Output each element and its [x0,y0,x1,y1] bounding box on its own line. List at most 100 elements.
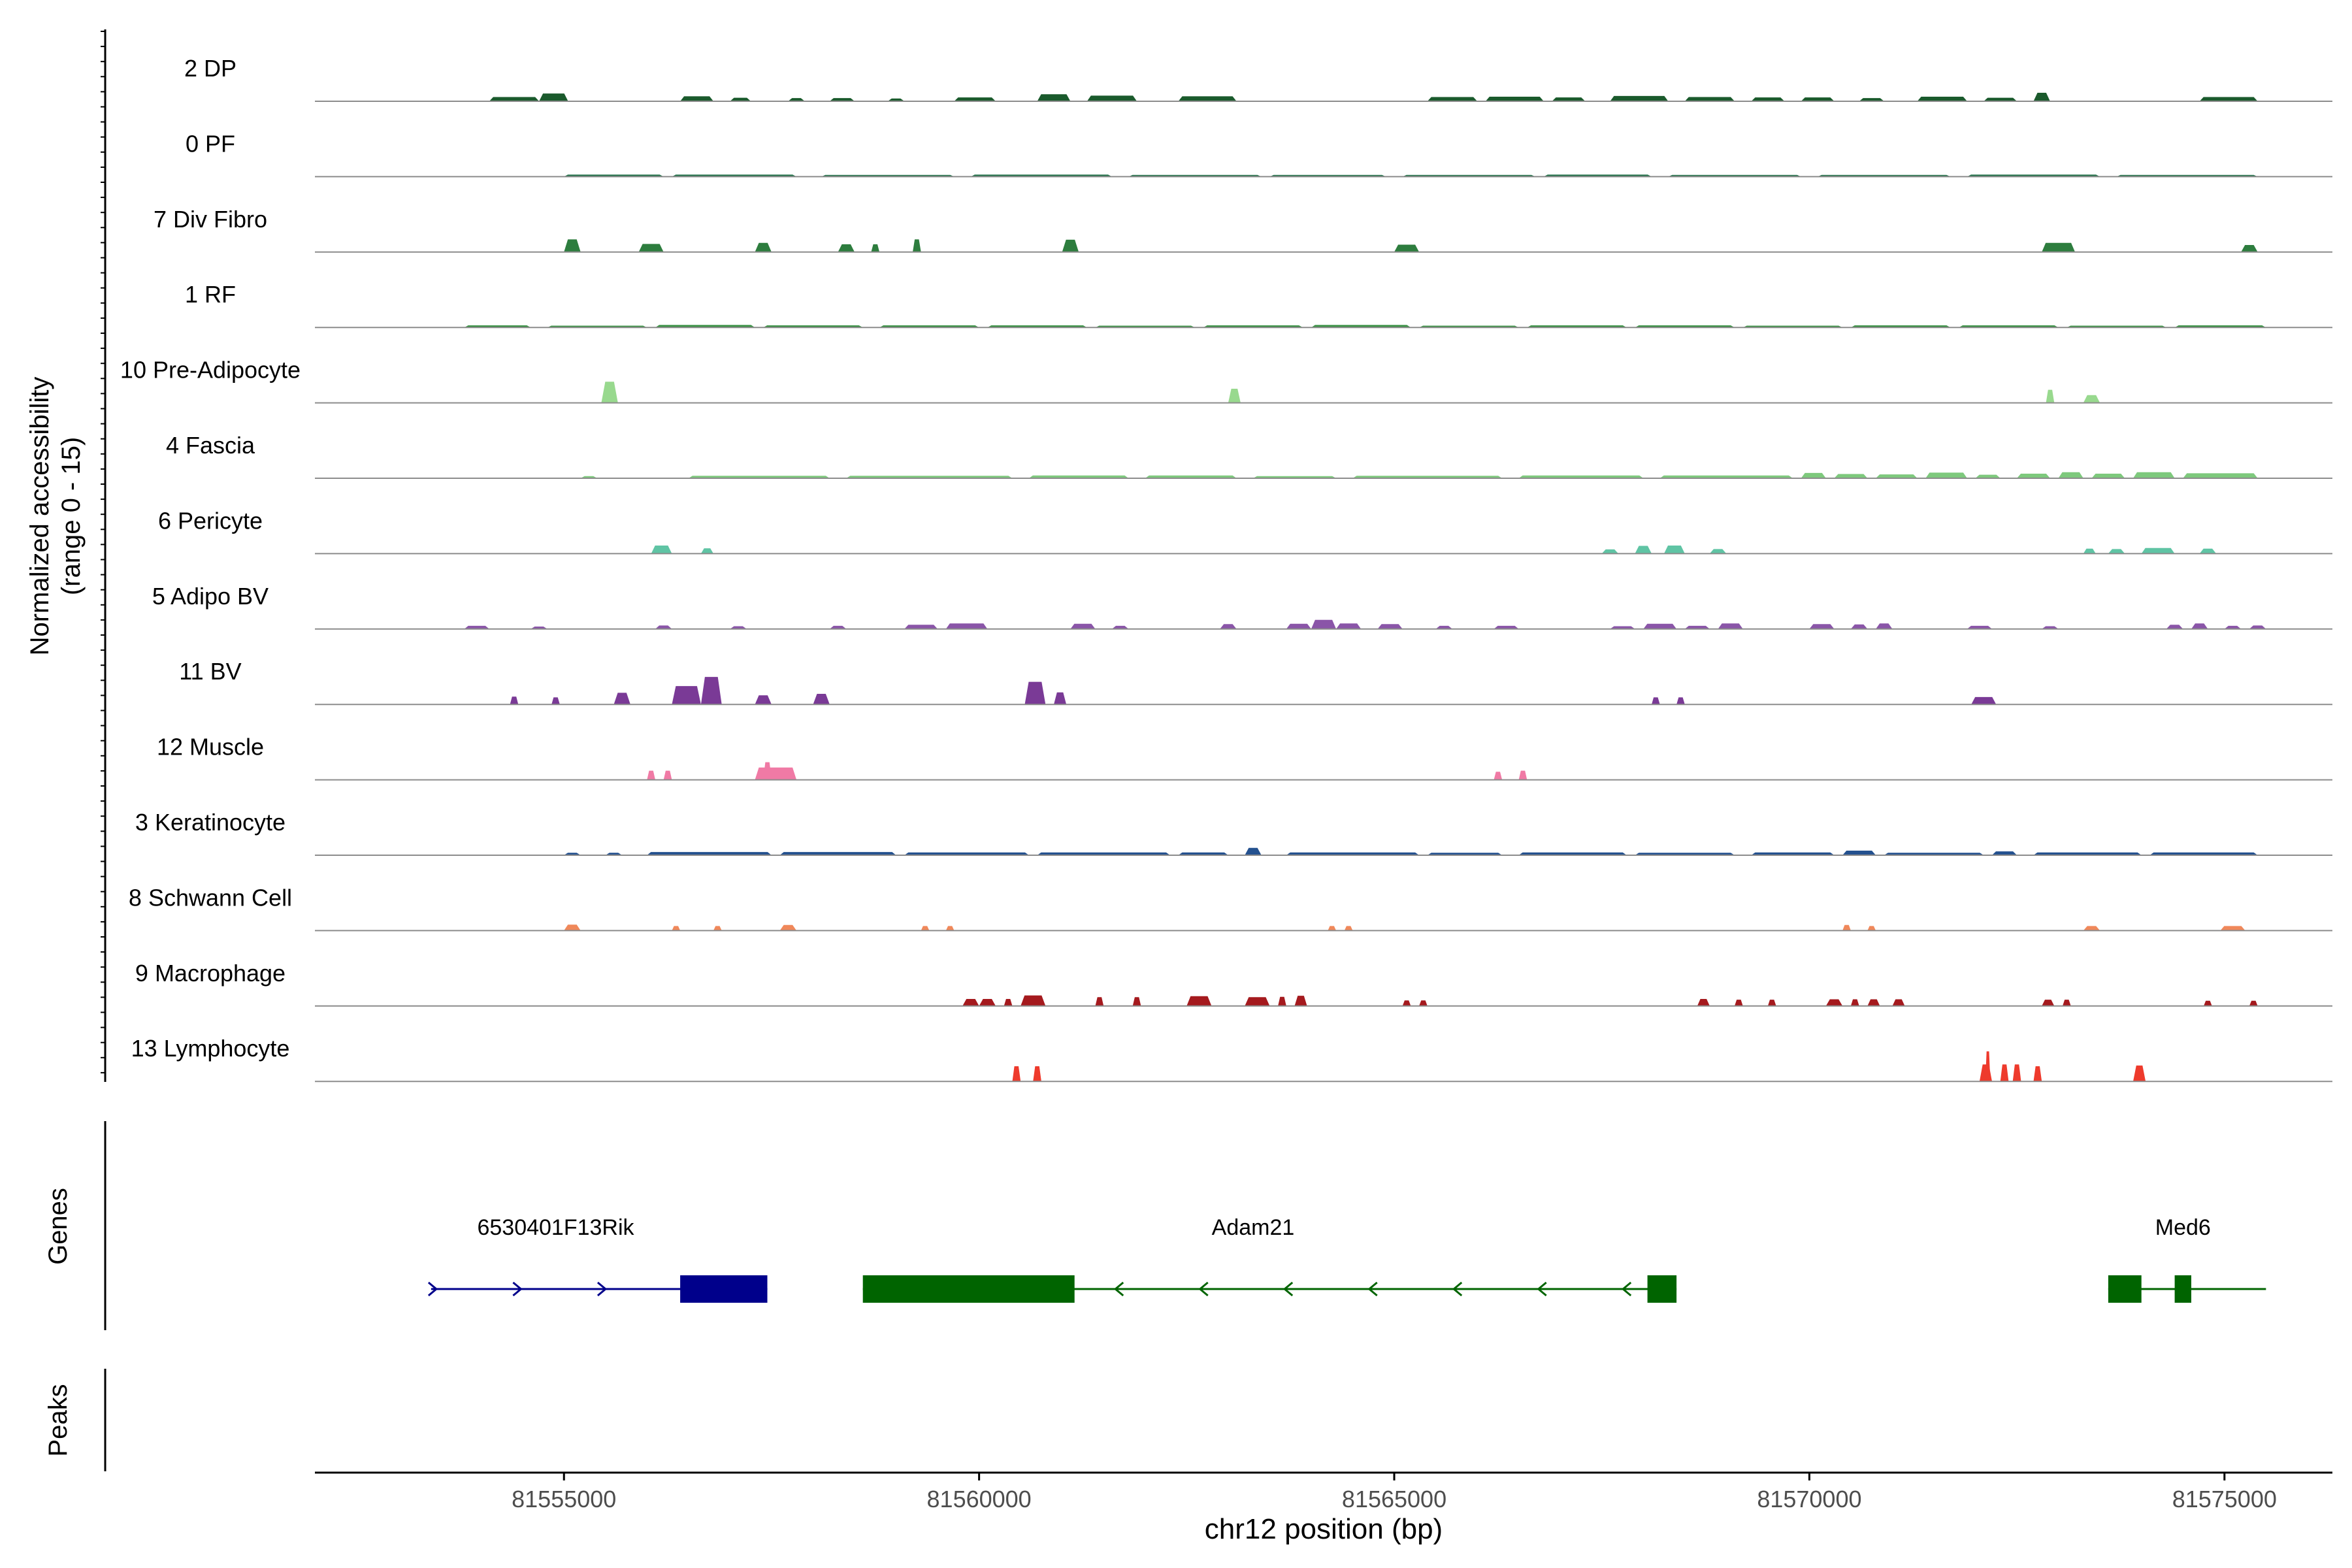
accessibility-peak [1652,697,1660,705]
accessibility-peak [913,239,921,252]
track: 1 RF [185,281,2332,329]
accessibility-peak [730,97,751,101]
accessibility-peak [1967,625,1992,629]
accessibility-peak [2133,1065,2146,1082]
accessibility-peak [2220,926,2246,931]
strand-arrow [427,1281,438,1297]
accessibility-peak [838,244,855,252]
track-label: 2 DP [184,55,237,82]
accessibility-peak [2033,852,2142,855]
accessibility-peak [1859,98,1884,101]
accessibility-peak [2199,97,2258,101]
x-tick-label: 81555000 [512,1486,616,1512]
accessibility-peak [1842,851,1876,855]
accessibility-peak [904,625,938,629]
accessibility-peak [713,926,722,931]
track: 3 Keratinocyte [135,809,2332,856]
gene-model: 6530401F13Rik [427,1215,768,1303]
strand-arrow [1452,1281,1463,1297]
accessibility-peak [672,686,701,705]
track-label: 13 Lymphocyte [131,1035,290,1062]
accessibility-peak [1718,623,1743,629]
accessibility-peak [1494,772,1503,780]
accessibility-peak [1132,997,1141,1006]
strand-arrow [1367,1281,1378,1297]
accessibility-peak [2033,1066,2042,1082]
accessibility-peak [1842,924,1851,931]
accessibility-peak [1850,624,1868,629]
track: 11 BV [179,658,2332,706]
accessibility-peak [1028,475,1129,478]
accessibility-peak [1876,474,1918,478]
accessibility-peak [1286,623,1311,629]
track-label: 5 Adipo BV [152,583,269,610]
accessibility-peak [539,93,568,101]
accessibility-peak [1801,472,1826,478]
accessibility-peak [2000,1064,2009,1082]
accessibility-peak [1228,389,1241,403]
accessibility-peak [1876,623,1893,629]
accessibility-peak [1867,999,1880,1006]
accessibility-peak [1659,475,1793,478]
accessibility-peak [1178,96,1237,101]
accessibility-peak [1427,97,1478,101]
accessibility-peak [921,926,930,931]
accessibility-peak [1676,697,1685,705]
accessibility-peak [2204,1000,2212,1006]
gene-name-label: Med6 [2155,1215,2211,1240]
accessibility-peak [2042,242,2076,252]
accessibility-peak [2083,548,2096,554]
accessibility-peak [647,852,772,855]
accessibility-peak [1971,696,1997,705]
accessibility-peak [1024,681,1046,705]
accessibility-peak [2091,474,2125,478]
accessibility-peak [1709,549,1727,554]
track: 8 Schwann Cell [129,884,2332,932]
accessibility-peak [1062,239,1079,252]
accessibility-peak [979,999,996,1006]
accessibility-peak [1892,999,1905,1006]
accessibility-peak [1610,626,1635,629]
accessibility-peak [1286,852,1420,855]
accessibility-peak [1975,474,2001,478]
accessibility-peak [2042,1000,2055,1006]
accessibility-peak [1552,97,1586,101]
accessibility-peak [564,924,581,931]
accessibility-peak [2017,474,2050,478]
accessibility-peak [1220,624,1237,629]
track: 4 Fascia [166,432,2332,479]
accessibility-peak [2199,548,2217,554]
accessibility-peak [1809,624,1835,629]
track-label: 0 PF [186,130,235,157]
accessibility-peak [1801,97,1835,101]
accessibility-peak [680,96,713,101]
accessibility-peak [763,762,772,780]
track: 12 Muscle [157,734,2332,781]
accessibility-peak [1419,1000,1428,1006]
accessibility-peak [2083,395,2100,403]
track-label: 6 Pericyte [158,507,263,534]
track-label: 1 RF [185,281,236,308]
accessibility-peak [779,924,797,931]
x-axis-title: chr12 position (bp) [1205,1513,1443,1545]
x-tick-label: 81560000 [927,1486,1032,1512]
strand-arrow [1198,1281,1209,1297]
accessibility-peak [2249,1000,2258,1006]
track-label: 8 Schwann Cell [129,884,292,911]
accessibility-peak [1435,625,1452,629]
accessibility-peak [1735,1000,1743,1006]
accessibility-peak [1037,852,1170,855]
y-axis-title-range: (range 0 - 15) [57,437,86,595]
accessibility-peak [1867,926,1876,931]
accessibility-peak [1004,999,1013,1006]
accessibility-peak [1518,852,1627,855]
track: 0 PF [186,130,2332,178]
accessibility-peak [464,625,489,629]
accessibility-peak [1697,999,1710,1006]
strand-arrow [1621,1281,1632,1297]
accessibility-peak [2108,549,2125,554]
accessibility-peak [1178,852,1228,855]
accessibility-peak [647,770,655,780]
accessibility-peak [2166,625,2183,629]
